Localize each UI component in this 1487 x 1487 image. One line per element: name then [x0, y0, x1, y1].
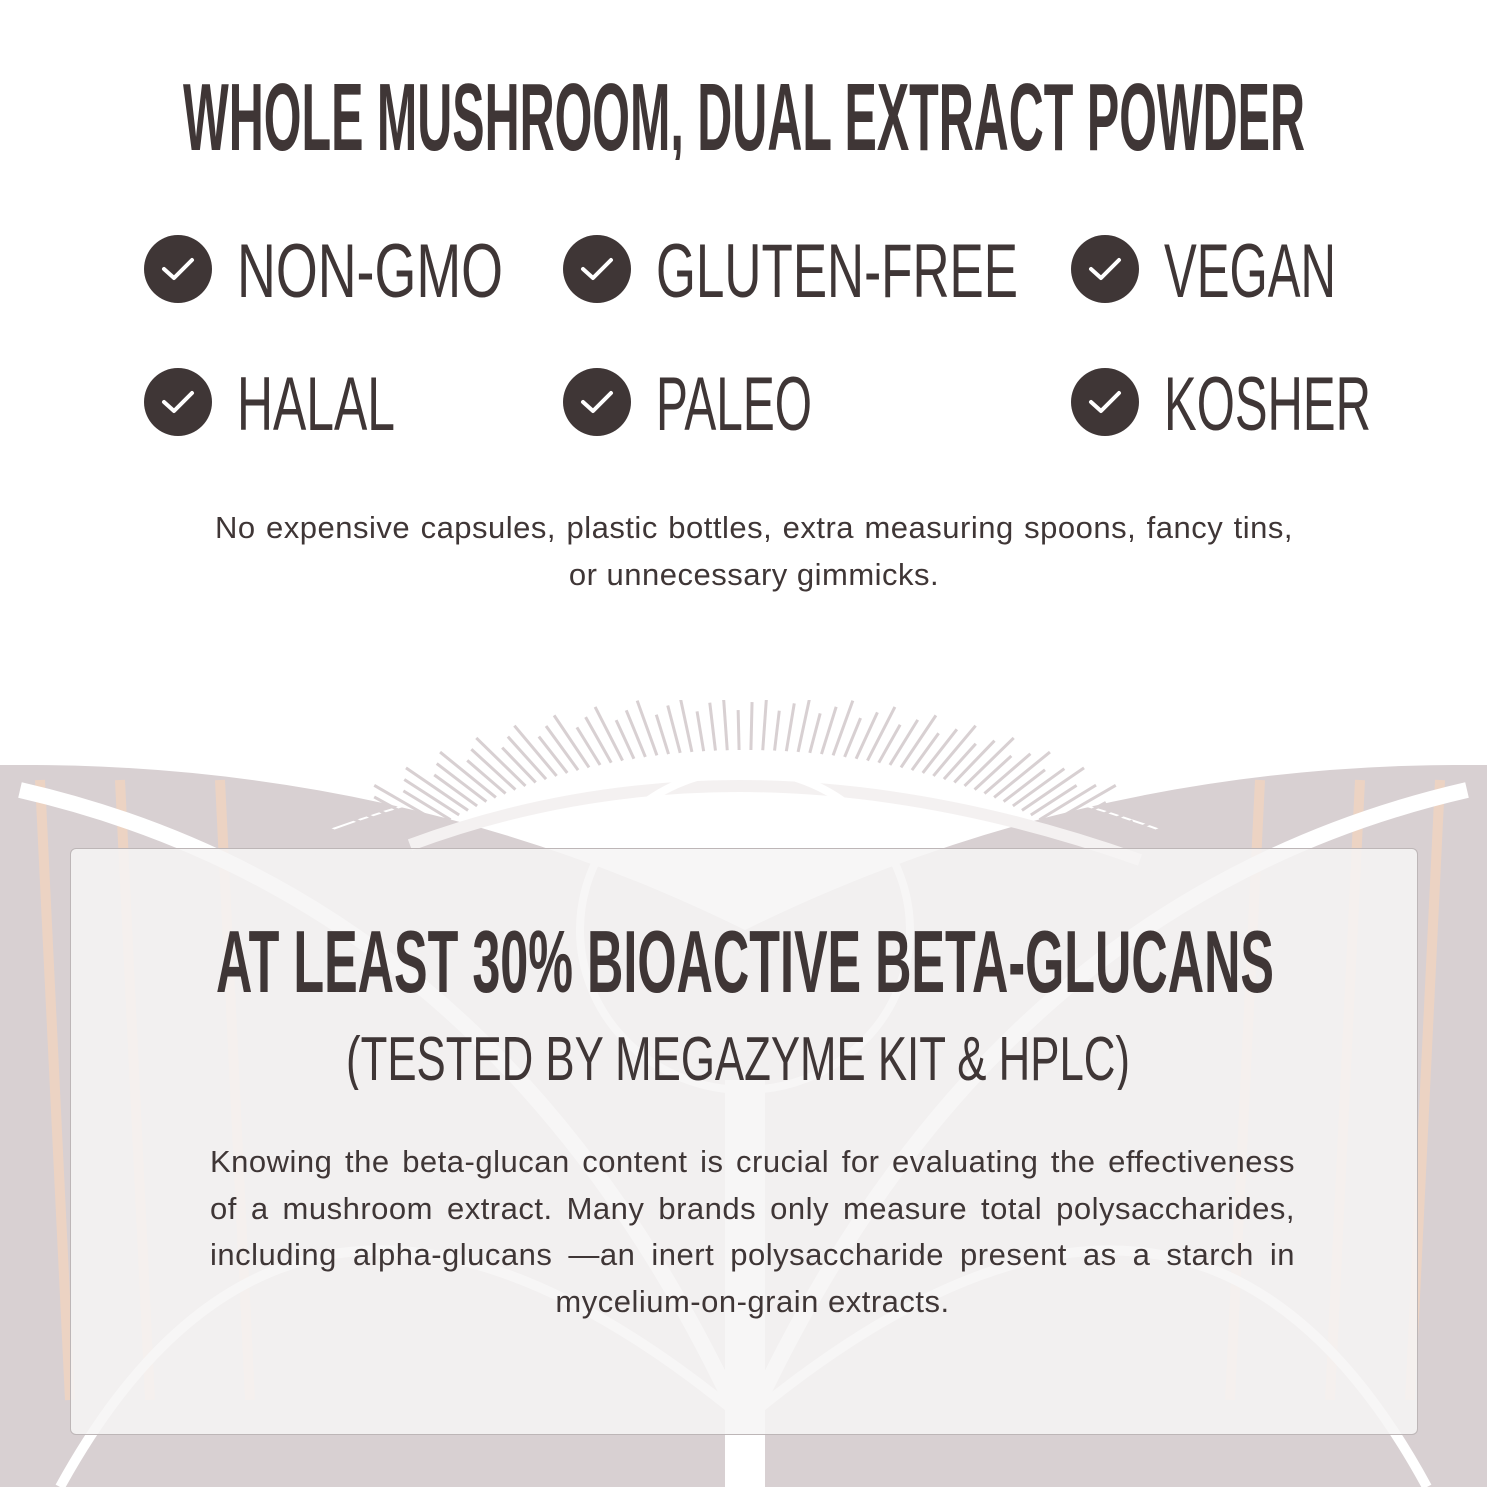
ray-line — [654, 714, 670, 755]
badge-label: VEGAN — [1164, 234, 1336, 304]
ray-line — [346, 814, 412, 847]
ray-line — [544, 725, 580, 771]
badge-kosher: KOSHER — [1071, 367, 1375, 437]
badge-non-gmo: NON-GMO — [144, 234, 507, 304]
ray-line — [843, 717, 862, 758]
ray-line — [708, 702, 717, 751]
badge-label: KOSHER — [1164, 367, 1371, 437]
ray-line — [470, 748, 517, 791]
ray-line — [796, 700, 811, 753]
ray-line — [1030, 784, 1078, 817]
ray-line — [475, 736, 527, 788]
badge-gluten-free: GLUTEN-FREE — [563, 234, 1022, 304]
badge-vegan: VEGAN — [1071, 234, 1340, 304]
ray-line — [666, 705, 682, 754]
ray-line — [1038, 783, 1097, 822]
feature-subheading: (TESTED BY MEGAZYME KIT & HPLC) — [346, 1030, 1130, 1090]
ray-line — [374, 807, 427, 837]
check-circle-icon — [563, 368, 631, 436]
badge-label: PALEO — [656, 367, 812, 437]
ray-line — [466, 759, 507, 795]
ray-line — [348, 825, 405, 853]
badge-paleo: PALEO — [563, 367, 816, 437]
ray-line — [552, 714, 591, 769]
feature-card — [70, 848, 1418, 1435]
ray-line — [679, 700, 694, 753]
ray-line — [921, 728, 959, 774]
ray-line — [877, 723, 902, 764]
badge-label: HALAL — [237, 367, 395, 437]
ray-line — [761, 700, 768, 751]
ray-line — [624, 709, 647, 758]
ray-line — [405, 766, 469, 812]
ray-line — [820, 706, 838, 755]
ray-line — [433, 773, 478, 808]
ray-line — [593, 706, 624, 762]
ray-line — [1071, 802, 1146, 842]
ray-line — [953, 739, 996, 784]
check-circle-icon — [144, 235, 212, 303]
feature-heading: AT LEAST 30% BIOACTIVE BETA-GLUCANS — [216, 918, 1274, 998]
feature-body: Knowing the beta-glucan content is cruci… — [210, 1144, 1295, 1319]
page-title-text: WHOLE MUSHROOM, DUAL EXTRACT POWDER — [183, 70, 1305, 160]
ray-line — [1021, 766, 1085, 812]
ray-line — [435, 762, 488, 803]
ray-line — [513, 724, 558, 777]
ray-line — [402, 789, 452, 822]
ray-line — [403, 778, 460, 817]
ray-line — [899, 714, 938, 769]
ray-line — [993, 750, 1051, 799]
ray-line — [575, 726, 602, 766]
ray-line — [1012, 767, 1066, 808]
ray-line — [635, 700, 659, 756]
ray-line — [932, 724, 977, 777]
badge-label: NON-GMO — [237, 234, 503, 304]
ray-line — [439, 750, 497, 799]
feature-subheading-text: (TESTED BY MEGAZYME KIT & HPLC) — [346, 1030, 1130, 1090]
ray-line — [736, 709, 741, 751]
ray-line — [942, 742, 977, 781]
ray-line — [1002, 768, 1046, 803]
ray-line — [722, 700, 729, 751]
check-circle-icon — [1071, 235, 1139, 303]
ray-line — [506, 735, 548, 781]
ray-line — [344, 802, 419, 842]
ray-line — [373, 795, 435, 831]
check-circle-icon — [144, 368, 212, 436]
ray-line — [614, 719, 636, 760]
badge-label: GLUTEN-FREE — [656, 234, 1018, 304]
ray-line — [695, 711, 706, 752]
ray-line — [910, 732, 940, 771]
ray-line — [983, 752, 1032, 795]
badge-halal: HALAL — [144, 367, 399, 437]
ray-line — [537, 735, 569, 774]
page-title: WHOLE MUSHROOM, DUAL EXTRACT POWDER — [183, 70, 1305, 160]
ray-line — [773, 710, 781, 751]
ray-line — [501, 746, 537, 784]
stripe-line — [35, 779, 75, 1401]
feature-heading-text: AT LEAST 30% BIOACTIVE BETA-GLUCANS — [216, 918, 1274, 998]
ray-line — [973, 754, 1013, 791]
ray-line — [854, 711, 879, 760]
check-circle-icon — [1071, 368, 1139, 436]
ray-line — [963, 736, 1015, 788]
check-circle-icon — [563, 235, 631, 303]
ray-line — [866, 706, 897, 762]
ray-line — [373, 784, 443, 826]
intro-text: No expensive capsules, plastic bottles, … — [215, 510, 1293, 592]
ray-line — [784, 703, 796, 752]
ray-line — [749, 701, 754, 751]
ray-line — [1055, 801, 1107, 831]
ray-line — [808, 713, 822, 754]
ray-line — [1047, 784, 1117, 826]
ray-line — [888, 719, 920, 766]
ray-line — [831, 700, 855, 756]
ray-line — [584, 716, 613, 764]
ray-line — [1063, 801, 1126, 837]
